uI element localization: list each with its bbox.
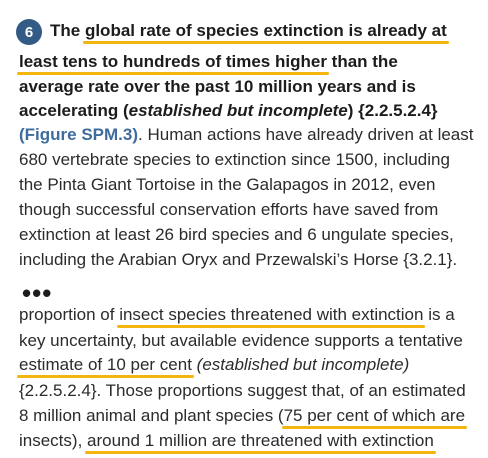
para1-line-4: accelerating (established but incomplete… bbox=[19, 101, 438, 120]
highlight-one-million: around 1 million are threatened with ext… bbox=[87, 431, 434, 450]
highlight-global-rate: global rate of species extinction is alr… bbox=[84, 21, 447, 40]
para1-line-8: though successful conservation efforts h… bbox=[19, 200, 439, 219]
para1-line-1: The global rate of species extinction is… bbox=[50, 21, 447, 40]
para1-line-6: 680 vertebrate species to extinction sin… bbox=[19, 150, 450, 169]
para1-line-10: including the Arabian Oryx and Przewalsk… bbox=[19, 250, 458, 269]
figure-reference-link[interactable]: (Figure SPM.3) bbox=[19, 125, 139, 144]
para2-line-4: {2.2.5.2.4}. Those proportions suggest t… bbox=[19, 381, 466, 400]
omission-ellipsis: ••• bbox=[22, 278, 53, 308]
para2-line-6: insects), around 1 million are threatene… bbox=[19, 431, 434, 450]
para2-line-2: key uncertainty, but available evidence … bbox=[19, 331, 463, 350]
para2-line-5: 8 million animal and plant species (75 p… bbox=[19, 406, 466, 425]
para1-line-5: (Figure SPM.3). Human actions have alrea… bbox=[19, 125, 474, 144]
para1-line-3: average rate over the past 10 million ye… bbox=[19, 77, 416, 96]
para2-line-3: estimate of 10 per cent (established but… bbox=[19, 355, 410, 374]
highlight-ten-per-cent: estimate of 10 per cent bbox=[19, 355, 192, 374]
paragraph-number-badge: 6 bbox=[16, 19, 42, 45]
para2-line-1: proportion of insect species threatened … bbox=[19, 305, 455, 324]
para1-line-2: least tens to hundreds of times higher t… bbox=[19, 52, 398, 71]
para1-line-9: extinction at least 26 bird species and … bbox=[19, 225, 454, 244]
highlight-75-per-cent: 75 per cent of which are bbox=[283, 406, 466, 425]
highlight-tens-to-hundreds: least tens to hundreds of times higher bbox=[19, 52, 327, 71]
para1-line-7: the Pinta Giant Tortoise in the Galapago… bbox=[19, 175, 436, 194]
highlight-insect-species: insect species threatened with extinctio… bbox=[119, 305, 424, 324]
